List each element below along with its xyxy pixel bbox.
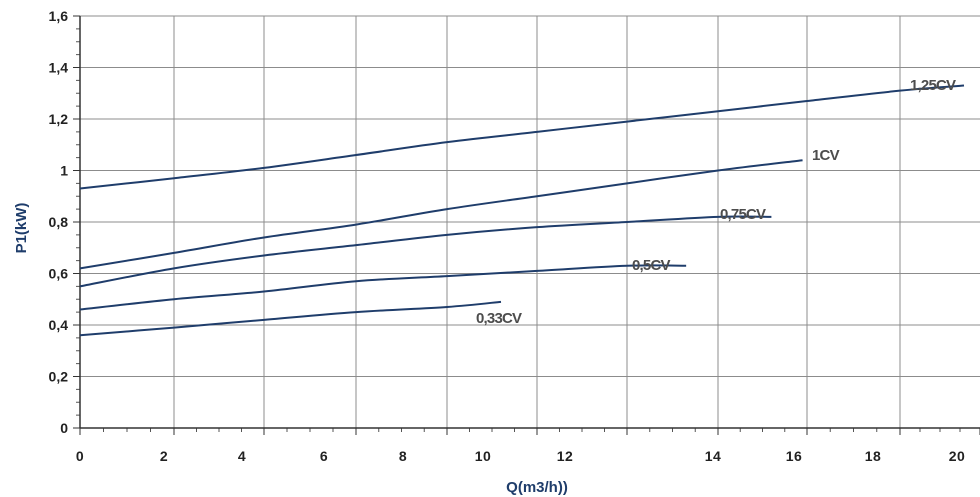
series-line xyxy=(79,264,687,311)
x-axis-title: Q(m3/h)) xyxy=(506,479,568,496)
series-line xyxy=(79,215,772,288)
x-tick-label: 18 xyxy=(865,448,882,464)
y-tick-labels: 0 0,2 0,4 0,6 0,8 1 1,2 1,4 1,6 xyxy=(49,8,69,436)
y-tick-label: 1,6 xyxy=(49,8,69,24)
x-tick-label: 4 xyxy=(238,448,246,464)
series-label: 0,5CV xyxy=(632,257,670,274)
y-tick-label: 0,8 xyxy=(49,214,69,230)
series-label: 1CV xyxy=(812,147,840,164)
y-tick-label: 0 xyxy=(60,420,68,436)
x-tick-label: 20 xyxy=(949,448,966,464)
x-tick-label: 12 xyxy=(557,448,574,464)
y-tick-label: 1 xyxy=(60,163,68,179)
x-tick-label: 6 xyxy=(320,448,328,464)
series-label: 0,75CV xyxy=(720,206,766,223)
x-tick-label: 10 xyxy=(475,448,492,464)
series-label: 0,33CV xyxy=(476,310,522,327)
axes xyxy=(79,16,980,429)
x-tick-label: 0 xyxy=(76,448,84,464)
y-tick-label: 0,4 xyxy=(49,317,69,333)
series-lines xyxy=(79,84,965,337)
y-tick-label: 1,4 xyxy=(49,60,69,76)
y-tick-label: 1,2 xyxy=(49,111,69,127)
series-line xyxy=(79,300,502,337)
x-tick-labels: 0 2 4 6 8 10 12 14 16 18 20 xyxy=(76,448,965,464)
x-tick-label: 16 xyxy=(786,448,803,464)
y-tick-label: 0,6 xyxy=(49,266,69,282)
series-line xyxy=(79,84,965,190)
x-tick-label: 8 xyxy=(399,448,407,464)
series-line xyxy=(79,159,803,270)
x-tick-label: 14 xyxy=(705,448,722,464)
series-label: 1,25CV xyxy=(910,77,956,94)
y-axis-title: P1(kW) xyxy=(13,203,30,254)
x-tick-label: 2 xyxy=(160,448,168,464)
y-tick-label: 0,2 xyxy=(49,369,69,385)
series-labels: 1,25CV 1CV 0,75CV 0,5CV 0,33CV xyxy=(476,77,957,327)
grid xyxy=(73,15,980,435)
